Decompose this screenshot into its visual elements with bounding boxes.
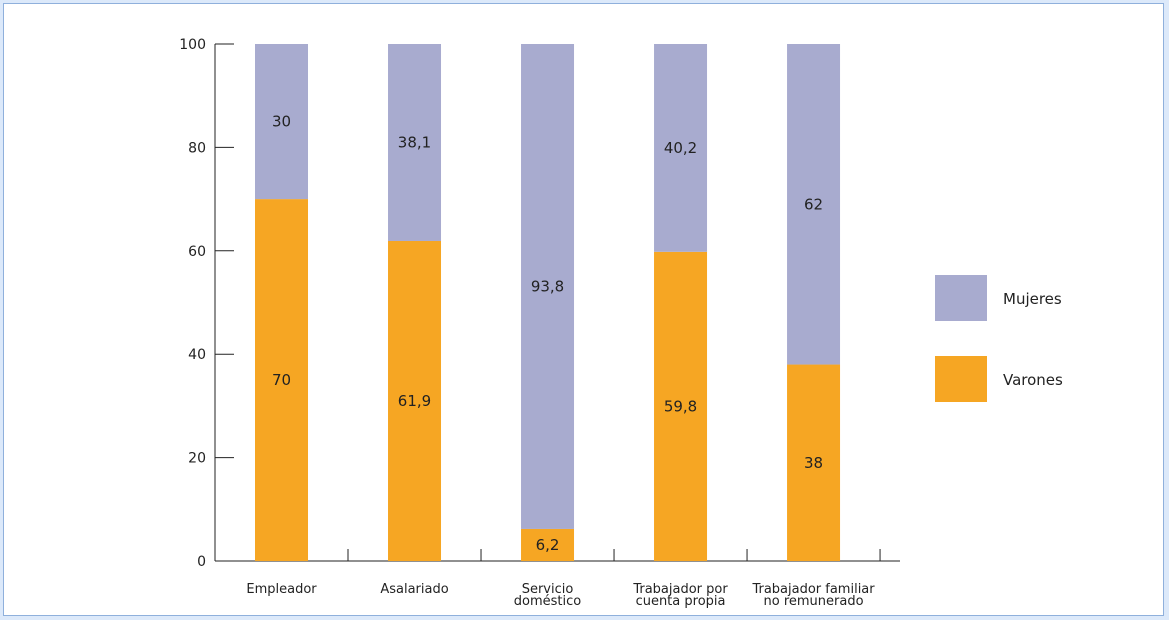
data-label: 40,2 <box>664 139 697 157</box>
bar-segment-mujeres <box>255 44 309 200</box>
data-label: 6,2 <box>536 536 560 554</box>
y-tick-label: 40 <box>188 347 206 363</box>
data-label: 61,9 <box>398 392 431 410</box>
bar-segment-varones <box>521 528 575 561</box>
x-category-label: cuenta propia <box>636 594 726 609</box>
data-label: 30 <box>272 113 291 131</box>
x-category-label: doméstico <box>514 594 581 609</box>
legend-swatch-varones <box>935 356 987 402</box>
bar-segment-varones <box>388 240 442 562</box>
y-tick-label: 100 <box>179 37 206 53</box>
bar-segment-mujeres <box>654 44 708 252</box>
bar-segment-varones <box>787 364 841 561</box>
x-category-label: Asalariado <box>380 582 448 597</box>
data-label: 38 <box>804 454 823 472</box>
bar-segment-varones <box>255 199 309 561</box>
legend-label-mujeres: Mujeres <box>1003 290 1062 308</box>
stacked-bar-chart: 0 20 40 60 80 100 70 30 Empleador 61,9 38,1 Asalari… <box>179 37 1063 609</box>
x-category-label: Trabajador familiar <box>751 582 875 597</box>
x-category-label: Empleador <box>246 582 317 597</box>
bar-segment-varones <box>654 251 708 562</box>
data-label: 70 <box>272 371 291 389</box>
y-tick-label: 60 <box>188 244 206 260</box>
x-category-label: no remunerado <box>764 594 864 609</box>
bar-segment-mujeres <box>388 44 442 241</box>
data-label: 38,1 <box>398 133 431 151</box>
legend-label-varones: Varones <box>1003 371 1063 389</box>
x-category-label: Trabajador por <box>632 582 728 597</box>
y-tick-label: 20 <box>188 451 206 467</box>
data-label: 62 <box>804 195 823 213</box>
data-label: 59,8 <box>664 397 697 415</box>
y-tick-label: 0 <box>197 554 206 570</box>
chart-frame: 0 20 40 60 80 100 70 30 Empleador 61,9 38,1 Asalari… <box>3 3 1164 616</box>
bar-segment-mujeres <box>521 44 575 529</box>
bar-segment-mujeres <box>787 44 841 365</box>
x-category-label: Servicio <box>522 582 574 597</box>
data-label: 93,8 <box>531 277 564 295</box>
y-tick-label: 80 <box>188 140 206 156</box>
legend-swatch-mujeres <box>935 275 987 321</box>
